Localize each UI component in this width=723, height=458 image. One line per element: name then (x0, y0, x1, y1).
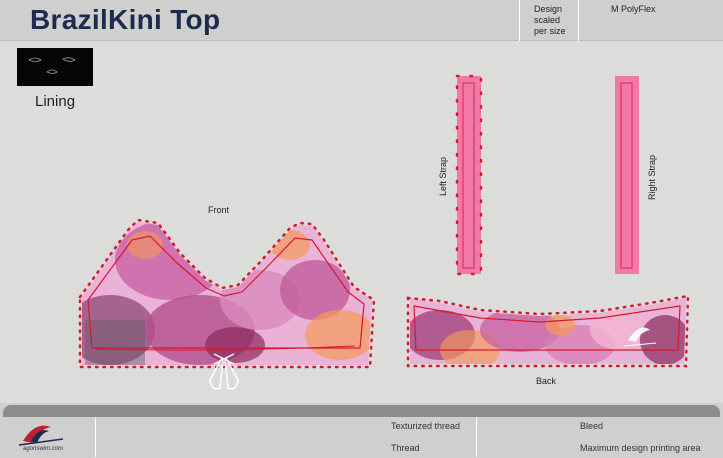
front-piece[interactable] (65, 218, 380, 390)
right-strap-piece[interactable] (615, 76, 639, 274)
page-title: BrazilKini Top (30, 4, 221, 35)
fabric-label: M PolyFlex (578, 0, 723, 44)
back-label: Back (536, 376, 557, 386)
agonswim-logo-icon (18, 425, 64, 446)
legend-bleed: Bleed (580, 421, 604, 431)
front-label: Front (208, 205, 230, 215)
back-brand-mark-icon (623, 327, 657, 347)
back-piece[interactable] (405, 294, 690, 370)
design-note: Design scaled per size (519, 0, 592, 44)
legend-thread: Thread (391, 443, 420, 453)
brand-logo[interactable]: agonswim.com (5, 417, 96, 457)
right-strap-label: Right Strap (647, 154, 657, 200)
design-note-line-3: per size (534, 26, 566, 36)
legend-divider (476, 417, 477, 457)
legend-texturized-thread: Texturized thread (391, 421, 461, 431)
lining-thumbnail[interactable] (17, 48, 93, 86)
lining-swatch-icon (28, 57, 76, 74)
left-strap-label: Left Strap (438, 156, 448, 196)
lining-label: Lining (35, 93, 76, 110)
brand-name: agonswim.com (23, 446, 64, 452)
footer-bar (3, 405, 720, 417)
bow-icon (209, 353, 239, 390)
left-strap-piece[interactable] (455, 74, 483, 276)
design-note-line-1: Design (534, 4, 563, 14)
header-bar: BrazilKini Top Design scaled per size M … (0, 0, 723, 44)
legend-max-area: Maximum design printing area (580, 443, 701, 453)
design-note-line-2: scaled (534, 15, 561, 25)
